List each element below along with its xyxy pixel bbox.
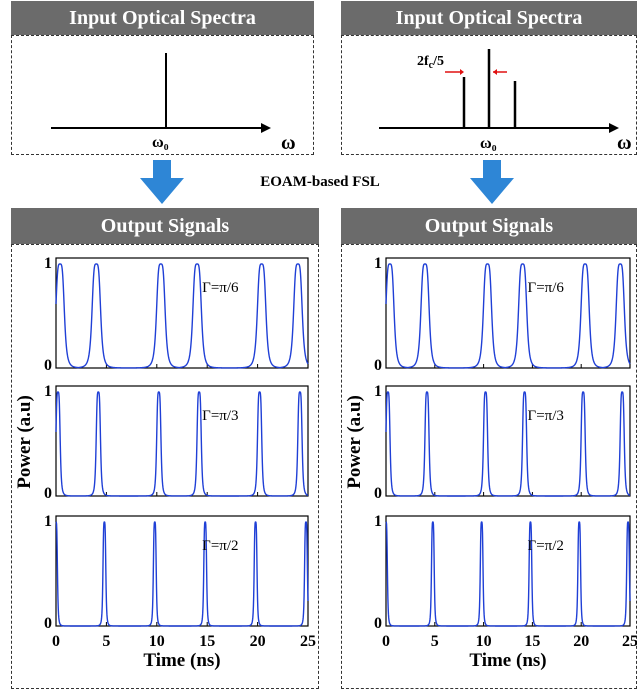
y-tick-label: 0 <box>374 357 382 374</box>
axis-arrow-icon <box>609 123 619 133</box>
x-tick-label: 5 <box>102 633 110 650</box>
x-tick-label: 0 <box>382 633 390 650</box>
y-tick-label: 1 <box>374 255 382 272</box>
x-tick-label: 15 <box>199 633 215 650</box>
fsl-label: EOAM-based FSL <box>260 174 380 190</box>
x-tick-label: 20 <box>573 633 589 650</box>
gamma-label: Γ=π/6 <box>202 280 239 296</box>
red-arrowhead-right-icon <box>493 69 497 75</box>
y-axis-label: Power (a.u) <box>14 395 35 489</box>
input-panel-left <box>11 35 314 155</box>
y-tick-label: 0 <box>44 357 52 374</box>
x-axis-label: Time (ns) <box>143 650 220 671</box>
y-tick-label: 0 <box>374 615 382 632</box>
y-tick-label: 1 <box>374 513 382 530</box>
x-tick-label: 5 <box>431 633 439 650</box>
subplot-2: 1 0 Γ=π/3 <box>44 383 309 502</box>
gamma-label: Γ=π/6 <box>528 280 565 296</box>
subplot-3: 1 0 Γ=π/2 <box>374 513 631 632</box>
input-header-left: Input Optical Spectra <box>11 1 314 35</box>
output-panel-right <box>341 244 637 689</box>
spacing-annotation: 2fc/5 <box>417 54 444 71</box>
y-tick-label: 1 <box>44 383 52 400</box>
subplot-frame <box>385 385 631 497</box>
y-tick-label: 0 <box>44 485 52 502</box>
red-arrowhead-left-icon <box>460 69 464 75</box>
x-tick-label: 10 <box>476 633 492 650</box>
omega0-label: ω₀ <box>152 134 169 151</box>
x-axis-label: Time (ns) <box>469 650 546 671</box>
y-tick-label: 0 <box>44 615 52 632</box>
input-header-right: Input Optical Spectra <box>341 1 637 35</box>
subplot-frame <box>385 257 631 369</box>
axis-arrow-icon <box>261 123 271 133</box>
subplot-frame <box>55 515 309 627</box>
gamma-label: Γ=π/3 <box>528 408 564 424</box>
omega-axis-label: ω <box>281 132 296 154</box>
input-spectrum-left: ω₀ ω <box>51 53 296 154</box>
y-axis-label: Power (a.u) <box>344 395 365 489</box>
signal-trace <box>385 263 631 369</box>
subplot-1: 1 0 Γ=π/6 <box>44 255 309 374</box>
down-arrow-right-icon <box>470 160 514 204</box>
subplot-2: 1 0 Γ=π/3 <box>374 383 631 502</box>
y-tick-label: 0 <box>374 485 382 502</box>
output-panel-left <box>11 244 319 689</box>
signal-trace <box>55 391 309 497</box>
output-header-left: Output Signals <box>11 208 319 244</box>
x-tick-label: 0 <box>52 633 60 650</box>
x-tick-label: 25 <box>622 633 637 650</box>
gamma-label: Γ=π/2 <box>528 538 564 554</box>
down-arrow-left-icon <box>140 160 184 204</box>
y-tick-label: 1 <box>44 513 52 530</box>
signal-trace <box>385 521 631 627</box>
signal-trace <box>55 521 309 627</box>
output-header-right: Output Signals <box>341 208 637 244</box>
subplot-frame <box>55 385 309 497</box>
x-tick-label: 20 <box>250 633 266 650</box>
y-tick-label: 1 <box>44 255 52 272</box>
omega0-label: ω₀ <box>480 135 497 152</box>
input-panel-right <box>341 35 637 155</box>
subplot-frame <box>55 257 309 369</box>
x-tick-label: 15 <box>524 633 540 650</box>
y-tick-label: 1 <box>374 383 382 400</box>
input-spectrum-right: 2fc/5 ω₀ ω <box>379 49 632 154</box>
gamma-label: Γ=π/2 <box>202 538 238 554</box>
subplot-3: 1 0 Γ=π/2 <box>44 513 309 632</box>
omega-axis-label: ω <box>617 132 632 154</box>
signal-trace <box>55 263 309 369</box>
signal-trace <box>385 391 631 497</box>
subplot-1: 1 0 Γ=π/6 <box>374 255 631 374</box>
gamma-label: Γ=π/3 <box>202 408 238 424</box>
x-tick-label: 25 <box>300 633 316 650</box>
x-tick-label: 10 <box>149 633 165 650</box>
subplot-frame <box>385 515 631 627</box>
